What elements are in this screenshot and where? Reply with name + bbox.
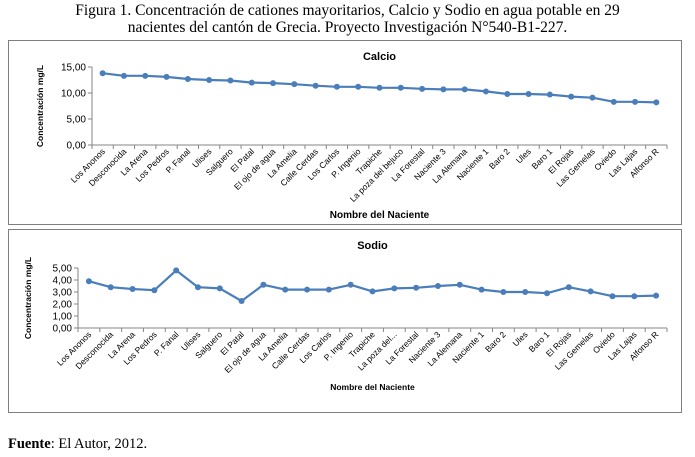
y-tick-label: 4,00	[53, 276, 73, 287]
data-point	[653, 292, 660, 299]
data-point	[173, 267, 180, 274]
source-text: : El Autor, 2012.	[50, 436, 148, 452]
data-point	[163, 73, 170, 80]
data-point	[151, 287, 158, 294]
data-point	[565, 284, 572, 291]
data-point	[522, 289, 529, 295]
data-point	[434, 283, 441, 289]
data-point	[304, 286, 311, 293]
data-point	[347, 281, 354, 288]
chart-title: Sodio	[357, 240, 388, 252]
data-point	[456, 281, 463, 288]
data-point	[270, 80, 277, 87]
data-point	[355, 83, 362, 90]
data-point	[397, 84, 404, 91]
data-point	[248, 79, 255, 86]
data-point	[632, 98, 639, 105]
data-point	[525, 91, 532, 98]
data-point	[391, 285, 398, 292]
data-point	[194, 284, 201, 291]
data-point	[609, 293, 616, 300]
source-note: Fuente: El Autor, 2012.	[8, 436, 147, 453]
data-point	[282, 286, 289, 293]
data-point	[568, 93, 575, 100]
data-point	[546, 91, 553, 98]
y-tick-label: 0,00	[67, 141, 87, 152]
y-tick-label: 5,00	[67, 115, 87, 126]
chart-title: Calcio	[363, 51, 396, 63]
y-tick-label: 2,00	[53, 300, 73, 311]
data-point	[325, 286, 332, 293]
data-point	[482, 88, 489, 95]
data-point	[120, 72, 127, 79]
data-point	[587, 288, 594, 295]
caption-line-2: nacientes del cantón de Grecia. Proyecto…	[127, 19, 568, 36]
data-point	[413, 284, 420, 291]
data-point	[589, 94, 596, 101]
data-point	[478, 286, 485, 293]
x-axis-title: Nombre del Naciente	[330, 210, 430, 221]
data-point	[184, 75, 191, 82]
data-point	[419, 85, 426, 92]
y-tick-label: 15,00	[61, 63, 86, 74]
x-tick-label: Baro 2	[487, 146, 512, 171]
data-point	[333, 83, 340, 90]
data-point	[260, 281, 267, 288]
data-point	[544, 290, 551, 297]
data-point	[461, 86, 468, 93]
data-point	[312, 82, 319, 89]
sodio-chart-frame: Sodio 0,00 1,00 2,00 3,00 4,00 5,00 Los Anonos D…	[8, 229, 682, 413]
data-point	[440, 86, 447, 93]
data-point	[238, 298, 245, 304]
data-point	[99, 70, 106, 77]
data-point	[610, 98, 617, 105]
y-tick-label: 1,00	[53, 312, 73, 323]
data-point	[206, 77, 213, 83]
y-axis-title: Concentración mg/L	[35, 65, 45, 147]
data-point	[376, 84, 383, 91]
data-point	[85, 278, 92, 285]
data-point	[369, 288, 376, 295]
y-tick-label: 0,00	[53, 324, 73, 335]
x-axis-title: Nombre del Naciente	[330, 382, 415, 392]
data-point	[500, 289, 507, 295]
calcio-chart-frame: Calcio 0,00 5,00 10,00 15,00 Los Anonos Descon…	[8, 40, 682, 225]
data-point	[631, 293, 638, 300]
y-tick-label: 10,00	[61, 89, 86, 100]
data-point	[142, 72, 149, 79]
data-point	[653, 99, 660, 106]
source-label: Fuente	[8, 436, 51, 452]
data-point	[129, 286, 136, 292]
data-point	[107, 284, 114, 291]
y-tick-label: 5,00	[53, 264, 73, 275]
data-point	[504, 91, 511, 98]
data-point	[227, 77, 234, 84]
caption-line-1: Figura 1. Concentración de cationes mayo…	[75, 2, 620, 19]
x-tick-label: Baro 2	[483, 329, 508, 354]
y-tick-label: 3,00	[53, 288, 73, 299]
data-point	[291, 81, 298, 88]
figure-caption: Figura 1. Concentración de cationes mayo…	[0, 2, 695, 36]
x-tick-label: P. Fanal	[152, 329, 181, 358]
y-axis-title: Concentración mg/L	[23, 257, 33, 339]
data-point	[216, 285, 223, 292]
